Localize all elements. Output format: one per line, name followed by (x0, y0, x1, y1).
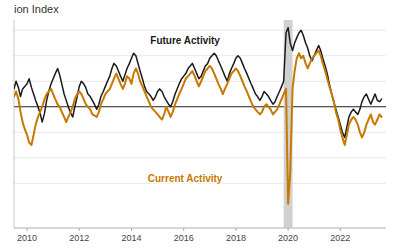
y-axis-line (14, 20, 15, 228)
x-tick-label: 2012 (69, 233, 89, 243)
x-axis: 2010 2012 2014 2016 2018 2020 2022 (17, 228, 350, 243)
grid-line (14, 55, 386, 56)
x-tick (79, 228, 80, 231)
series-label: Current Activity (148, 173, 223, 184)
x-tick-label: 2016 (174, 233, 194, 243)
x-tick (235, 228, 236, 231)
x-tick-label: 2014 (121, 233, 141, 243)
x-tick-label: 2018 (226, 233, 246, 243)
x-tick (288, 228, 289, 231)
grid-line (14, 132, 386, 133)
x-axis-line (14, 228, 386, 229)
x-tick (131, 228, 132, 231)
title: ion Index (14, 3, 59, 15)
zero-line (14, 106, 386, 107)
grid-line (14, 157, 386, 158)
grid-line (14, 30, 386, 31)
grid (14, 30, 386, 183)
x-tick-label: 2010 (17, 233, 37, 243)
x-tick (183, 228, 184, 231)
plot-area (14, 20, 382, 228)
series-label: Future Activity (150, 35, 220, 46)
x-tick (340, 228, 341, 231)
x-tick-label: 2020 (278, 233, 298, 243)
x-tick-label: 2022 (330, 233, 350, 243)
x-tick (27, 228, 28, 231)
series-line (14, 51, 382, 204)
chart: ion Index 2010 2012 2014 2016 2018 2020 2022 Fut… (0, 0, 400, 250)
